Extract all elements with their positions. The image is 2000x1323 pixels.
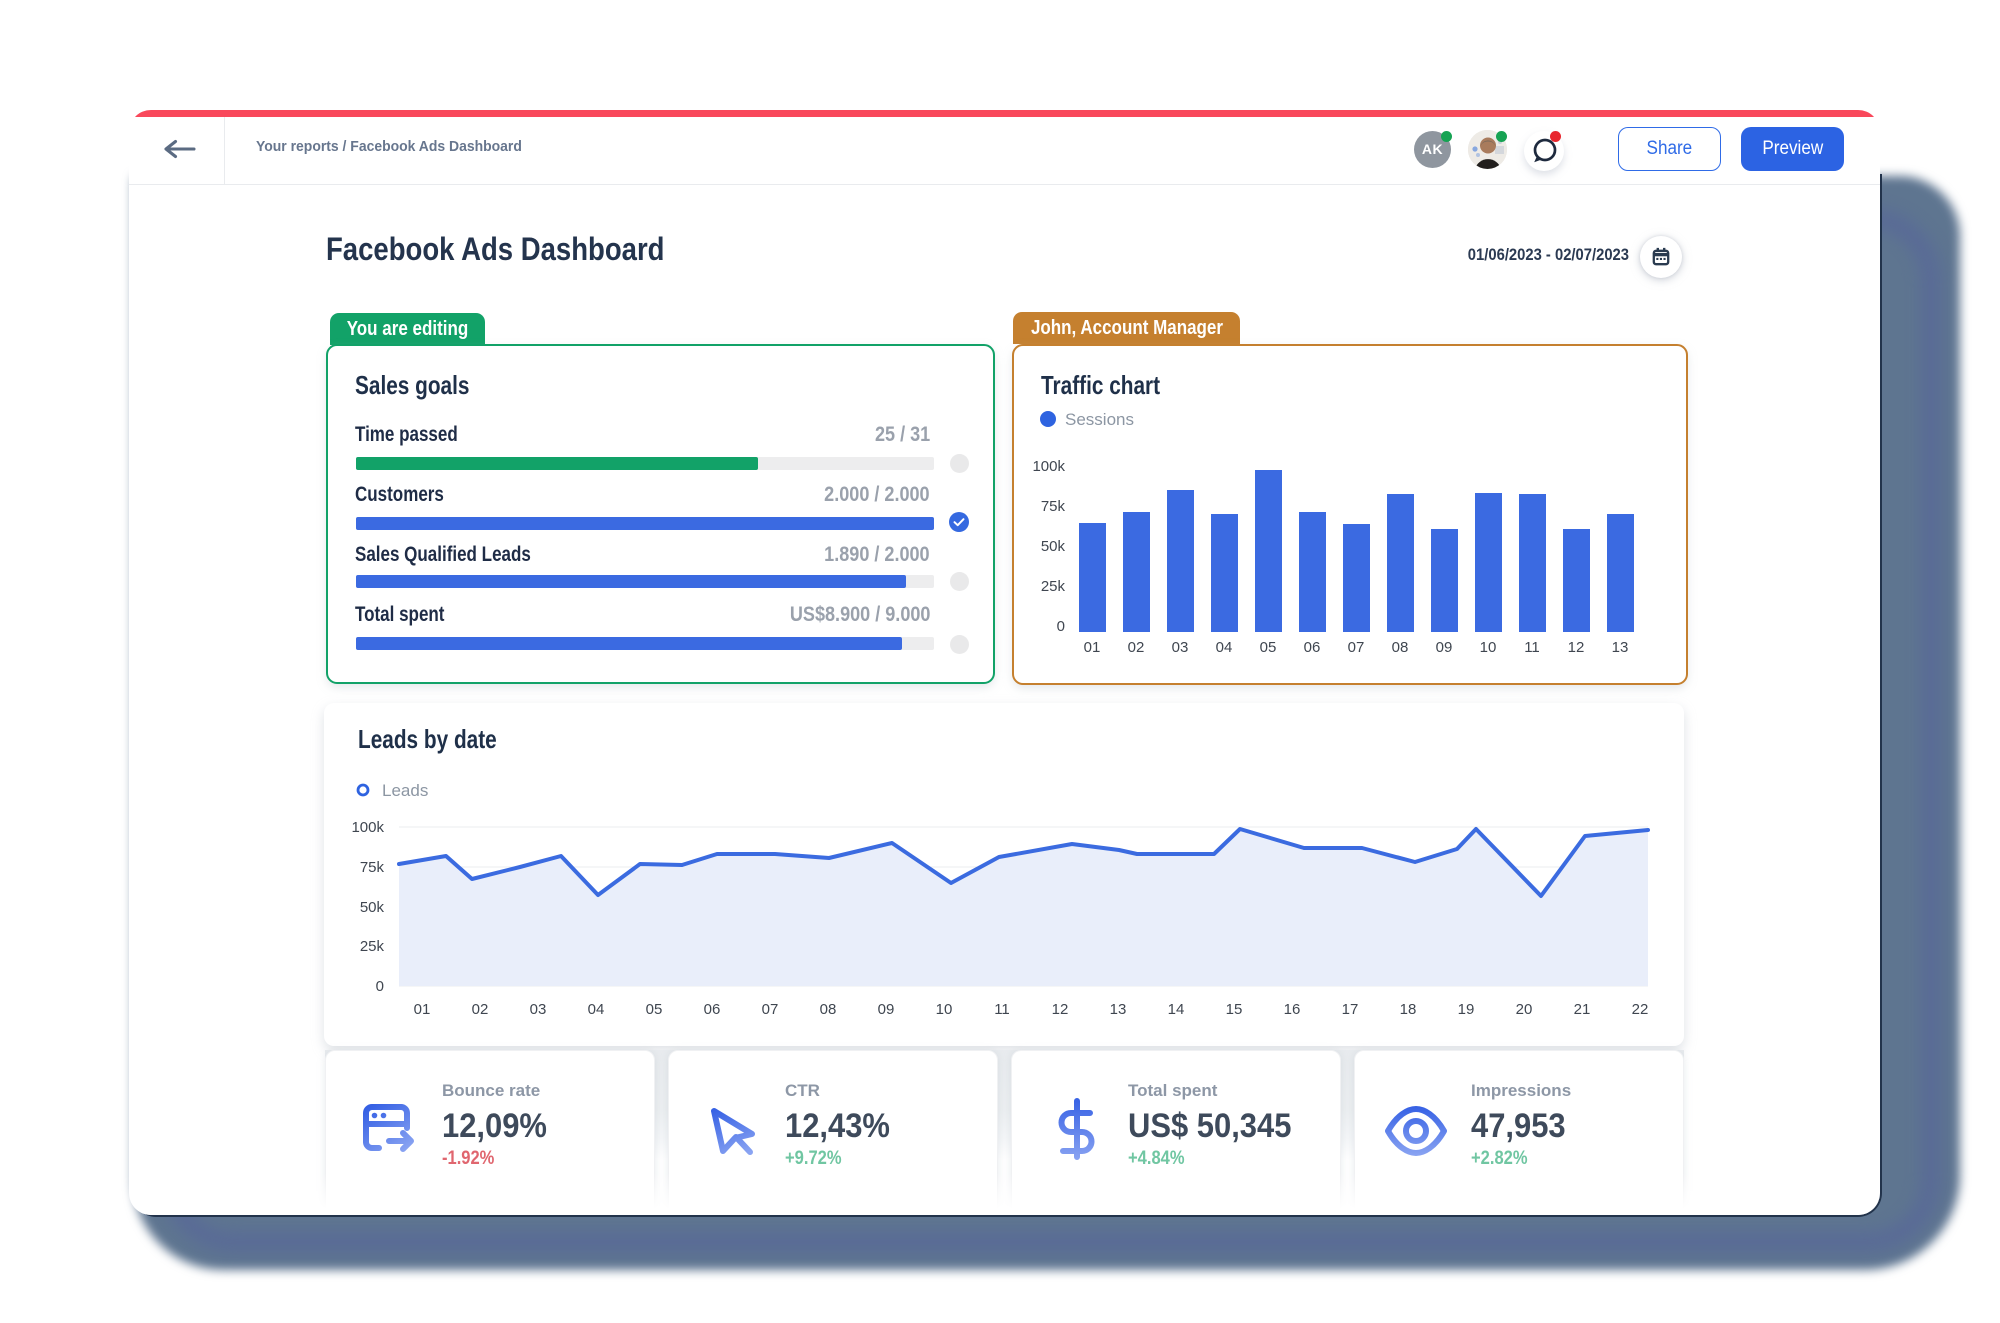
svg-text:50k: 50k xyxy=(360,899,385,916)
svg-text:17: 17 xyxy=(1342,1001,1359,1018)
svg-text:04: 04 xyxy=(588,1001,605,1018)
svg-text:03: 03 xyxy=(1172,639,1189,656)
svg-text:05: 05 xyxy=(1260,639,1277,656)
svg-text:09: 09 xyxy=(1436,639,1453,656)
svg-text:06: 06 xyxy=(704,1001,721,1018)
svg-text:16: 16 xyxy=(1284,1001,1301,1018)
svg-text:13: 13 xyxy=(1612,639,1629,656)
svg-text:Sessions: Sessions xyxy=(1065,410,1134,429)
svg-text:25k: 25k xyxy=(1041,578,1066,595)
svg-text:50k: 50k xyxy=(1041,538,1066,555)
svg-text:19: 19 xyxy=(1458,1001,1475,1018)
svg-text:03: 03 xyxy=(530,1001,547,1018)
svg-text:11: 11 xyxy=(1524,639,1540,656)
svg-text:13: 13 xyxy=(1110,1001,1127,1018)
svg-text:08: 08 xyxy=(820,1001,837,1018)
svg-text:25k: 25k xyxy=(360,938,385,955)
svg-text:01: 01 xyxy=(414,1001,431,1018)
svg-text:22: 22 xyxy=(1632,1001,1649,1018)
svg-text:15: 15 xyxy=(1226,1001,1243,1018)
svg-text:12: 12 xyxy=(1052,1001,1069,1018)
svg-text:08: 08 xyxy=(1392,639,1409,656)
svg-text:0: 0 xyxy=(1057,618,1065,635)
svg-text:10: 10 xyxy=(936,1001,953,1018)
svg-text:09: 09 xyxy=(878,1001,895,1018)
svg-text:75k: 75k xyxy=(1041,498,1066,515)
svg-text:Leads: Leads xyxy=(382,781,428,800)
svg-text:07: 07 xyxy=(1348,639,1365,656)
svg-text:11: 11 xyxy=(994,1001,1010,1018)
svg-text:100k: 100k xyxy=(351,819,384,836)
svg-text:02: 02 xyxy=(1128,639,1145,656)
svg-text:0: 0 xyxy=(376,978,384,995)
svg-text:75k: 75k xyxy=(360,859,385,876)
svg-text:12: 12 xyxy=(1568,639,1585,656)
svg-text:100k: 100k xyxy=(1032,458,1065,475)
svg-text:02: 02 xyxy=(472,1001,489,1018)
svg-text:20: 20 xyxy=(1516,1001,1533,1018)
svg-text:18: 18 xyxy=(1400,1001,1417,1018)
svg-text:14: 14 xyxy=(1168,1001,1185,1018)
svg-text:06: 06 xyxy=(1304,639,1321,656)
svg-text:01: 01 xyxy=(1084,639,1101,656)
svg-text:07: 07 xyxy=(762,1001,779,1018)
svg-text:04: 04 xyxy=(1216,639,1233,656)
svg-text:05: 05 xyxy=(646,1001,663,1018)
svg-text:10: 10 xyxy=(1480,639,1497,656)
svg-text:21: 21 xyxy=(1574,1001,1591,1018)
